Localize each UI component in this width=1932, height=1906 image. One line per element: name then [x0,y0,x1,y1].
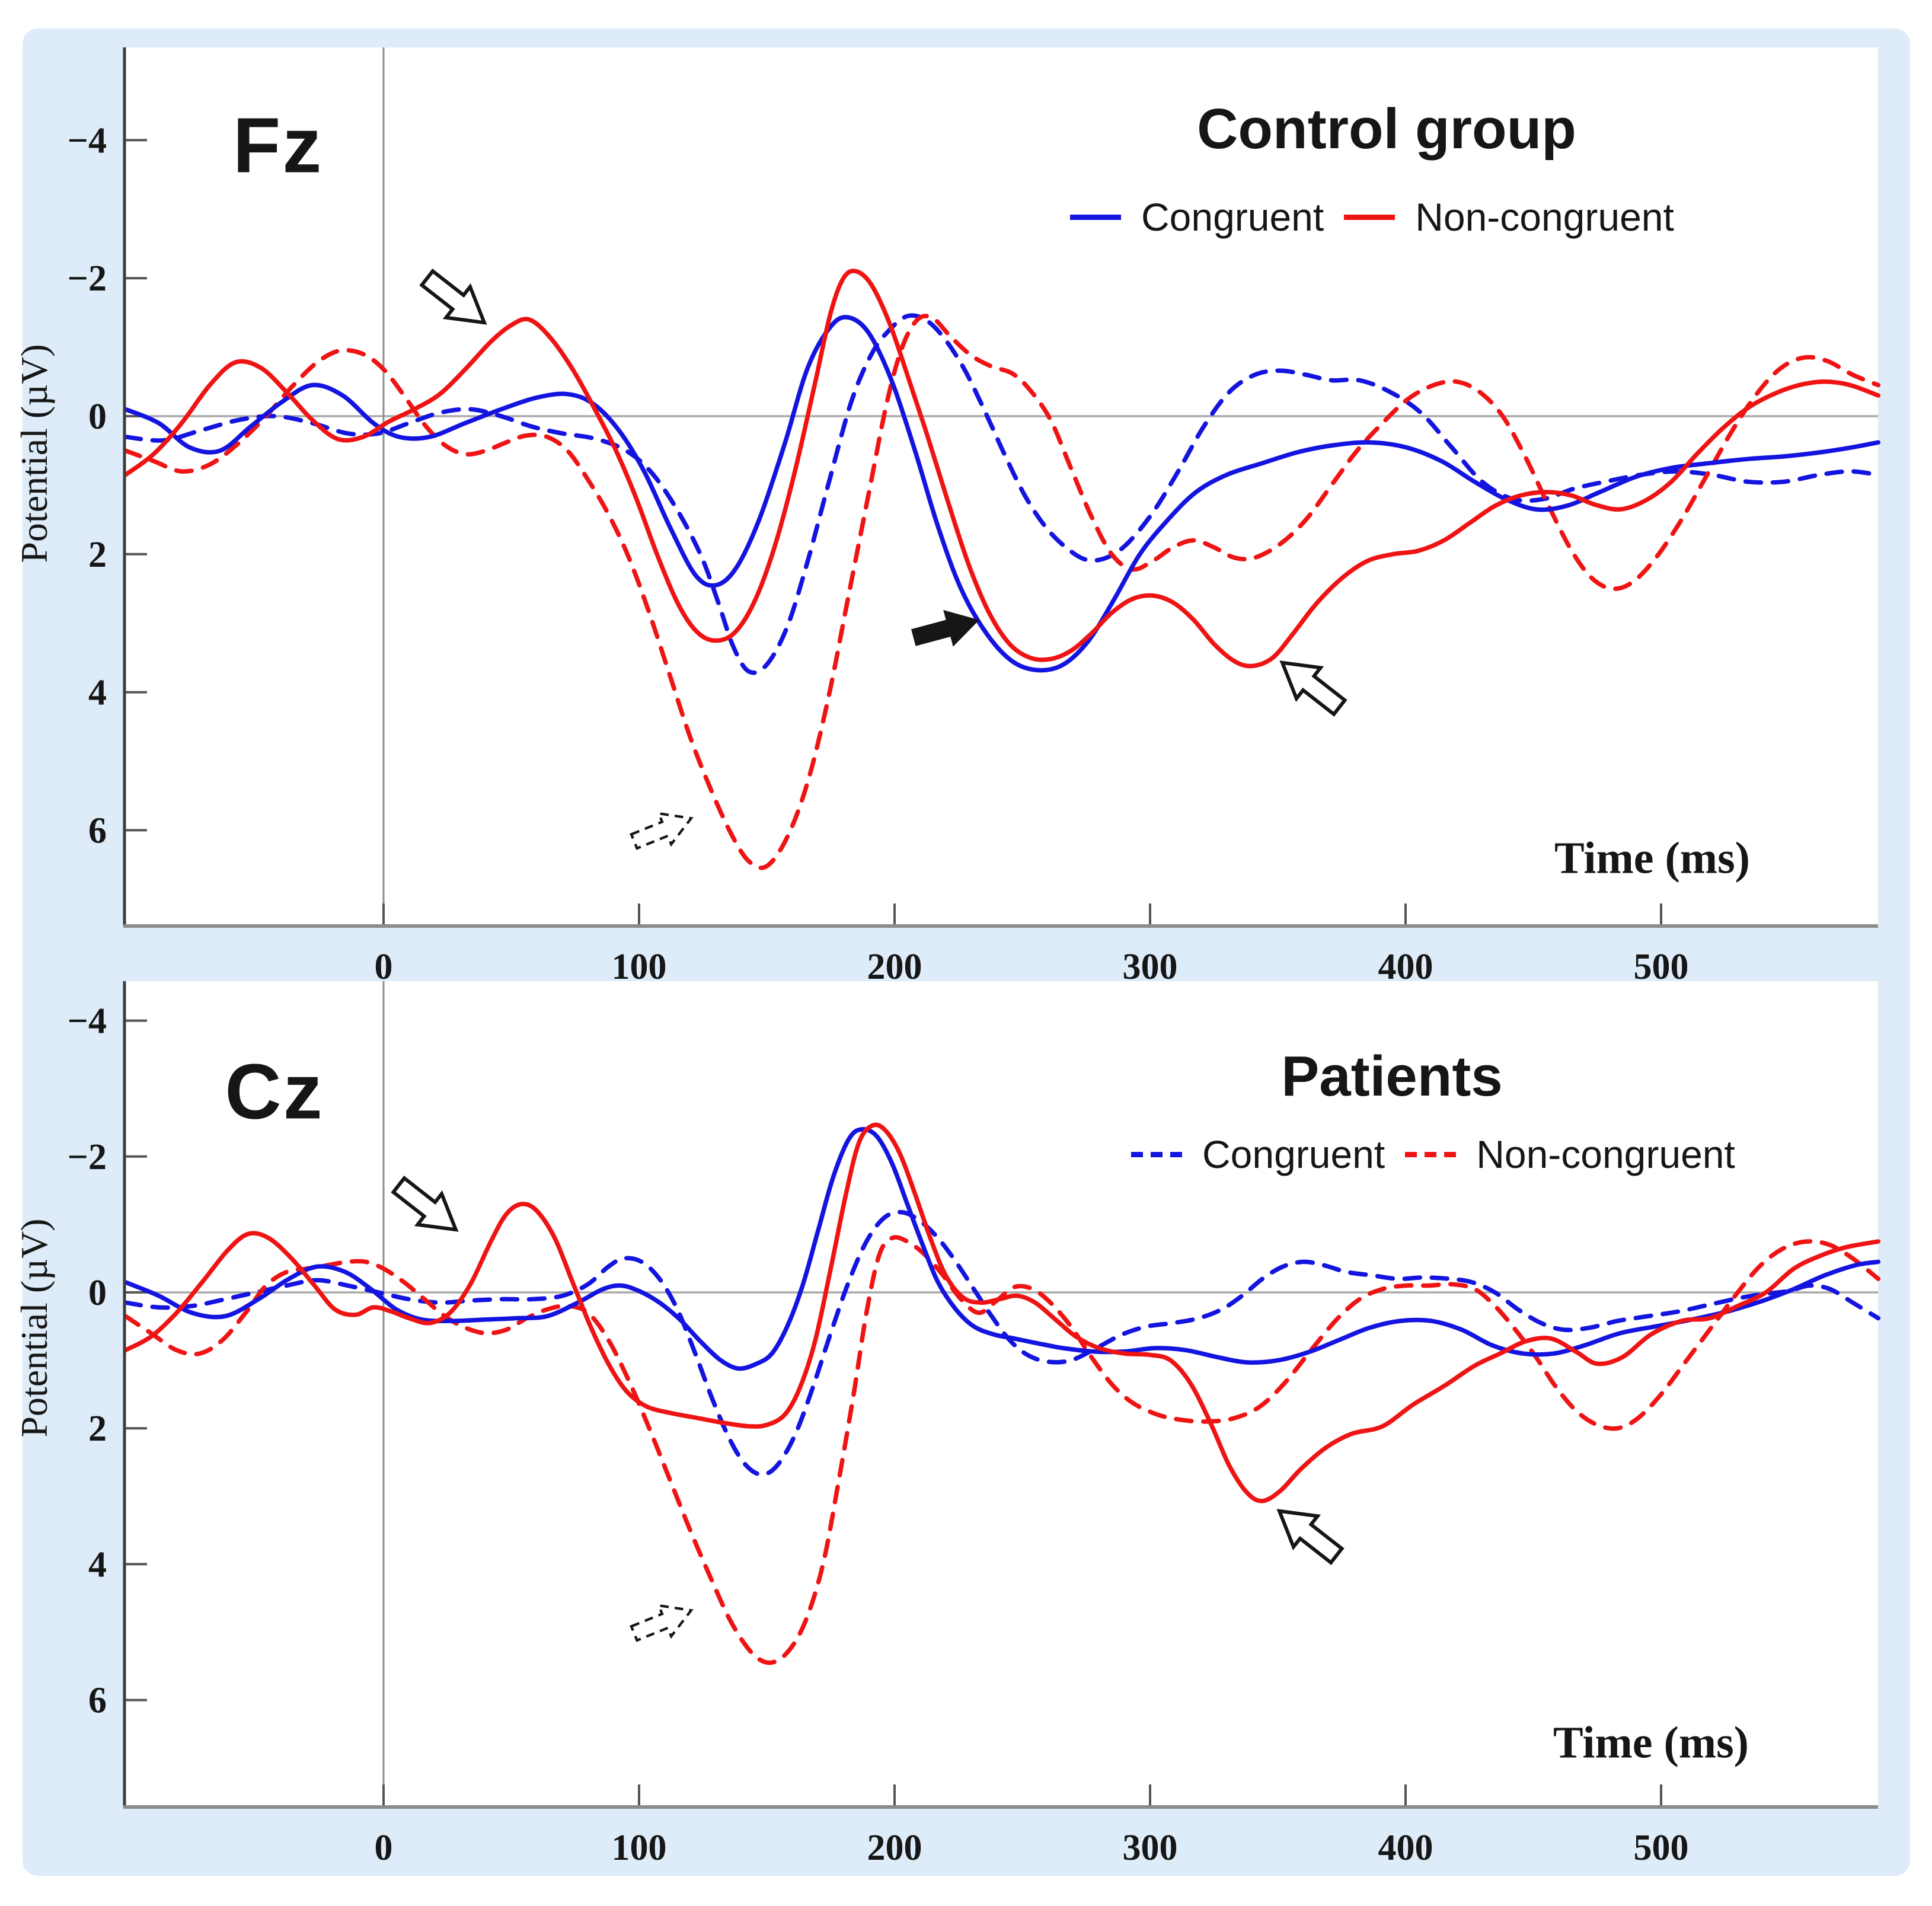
plot-area-cz [124,981,1878,1807]
x-tick-label: 0 [375,947,393,987]
x-tick-label: 200 [867,947,922,987]
x-axis-label-fz: Time (ms) [1554,833,1750,883]
y-tick-label: 4 [88,673,107,713]
annotation-arrow-dashed [630,812,694,850]
y-axis-label-fz: Potential (µV) [13,344,55,563]
waveform-patients-congruent [123,1209,1881,1477]
annotation-arrow-filled [911,609,979,647]
panel-cz: −4 −2 0 2 4 6 0 100 200 300 400 500 [68,981,1881,1868]
legend-label-non-congruent: Non-congruent [1476,1132,1735,1176]
electrode-label-cz: Cz [225,1048,324,1135]
x-tick-label: 100 [612,1828,667,1868]
x-tick-label: 400 [1378,947,1433,987]
y-tick-label: 2 [88,1409,107,1449]
y-tick-label: 0 [88,1273,107,1313]
y-tick-label: 0 [88,397,107,437]
x-tick-label: 300 [1123,1828,1178,1868]
group-title-patients: Patients [1281,1045,1503,1108]
legend-control-group: Congruent Non-congruent [1070,194,1674,240]
electrode-label-fz: Fz [232,101,324,189]
y-tick-label: 4 [88,1544,107,1585]
waveform-patients-congruent [123,313,1881,675]
annotation-arrow-open [1276,1509,1345,1565]
legend-label-congruent: Congruent [1202,1132,1385,1176]
x-tick-label: 0 [375,1828,393,1868]
waveform-control-non-congruent [123,269,1881,669]
group-title-control: Control group [1197,97,1576,161]
y-tick-label: 6 [88,810,107,851]
congruent-solid-line-swatch [1070,214,1121,220]
y-tick-label: −2 [68,258,107,299]
y-tick-label: −2 [68,1137,107,1177]
waveform-control-congruent [123,315,1881,673]
legend-label-non-congruent: Non-congruent [1415,195,1674,239]
y-axis-label-cz: Potential (µV) [13,1218,55,1438]
x-tick-label: 300 [1123,947,1178,987]
congruent-dashed-line-swatch [1131,1151,1182,1157]
x-tick-label: 100 [612,947,667,987]
legend-label-congruent: Congruent [1141,195,1324,239]
non-congruent-solid-line-swatch [1344,214,1395,220]
waveform-patients-non-congruent [123,314,1881,870]
x-axis-label-cz: Time (ms) [1553,1717,1749,1768]
y-tick-label: 2 [88,535,107,575]
y-tick-label: −4 [68,1001,107,1042]
x-tick-label: 200 [867,1828,922,1868]
x-tick-label: 500 [1634,1828,1689,1868]
legend-patients-group: Congruent Non-congruent [1131,1132,1735,1177]
x-tick-label: 500 [1634,947,1689,987]
y-tick-label: −4 [68,120,107,161]
annotation-arrow-dashed [630,1604,694,1642]
non-congruent-dashed-line-swatch [1405,1151,1457,1157]
y-tick-label: 6 [88,1681,107,1721]
annotation-arrow-open [1279,660,1347,717]
annotation-arrow-open [391,1176,459,1232]
waveform-patients-non-congruent [123,1235,1881,1665]
waveform-control-non-congruent [123,1122,1881,1503]
annotation-arrow-open [419,269,487,325]
panel-fz: −4 −2 0 2 4 6 0 100 200 300 400 500 [68,47,1881,987]
x-tick-label: 400 [1378,1828,1433,1868]
